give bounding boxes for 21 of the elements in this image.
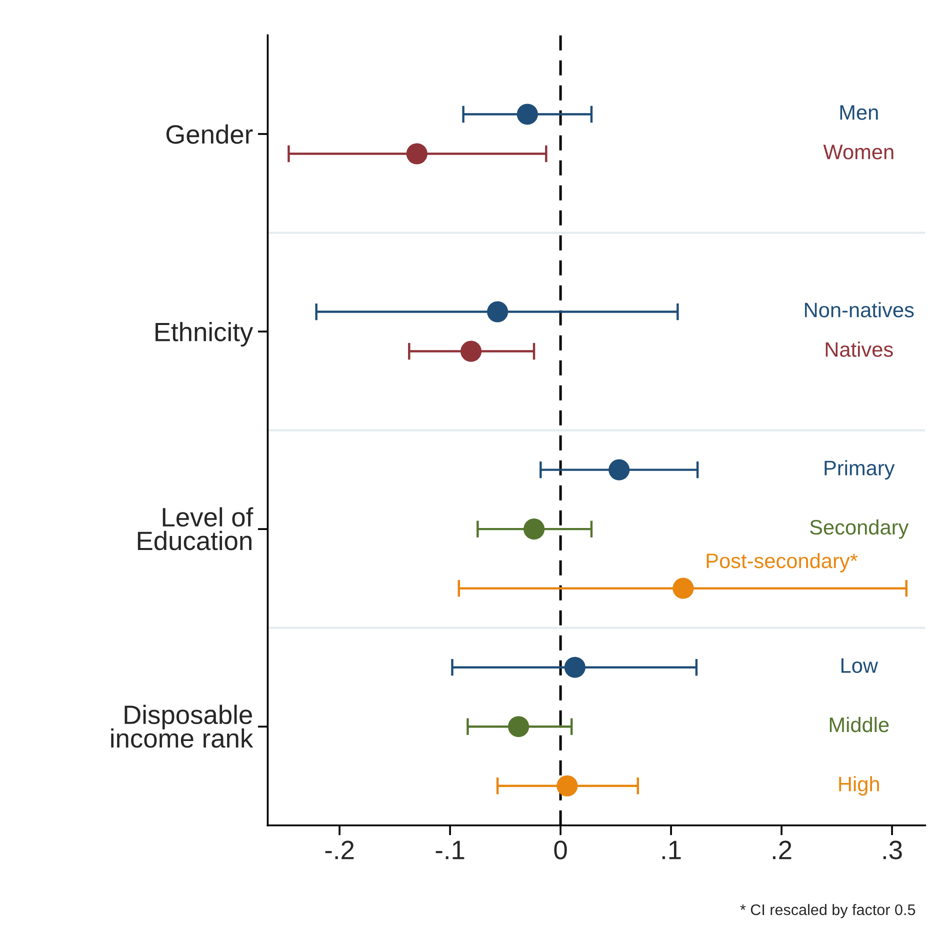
text: Women	[823, 144, 894, 160]
text: Primary	[824, 460, 895, 480]
x-tick-label: -.2	[325, 840, 354, 860]
text: Natives	[826, 342, 893, 357]
y-tick-label: Level of Education	[138, 507, 254, 550]
y-tick-label: Gender	[166, 124, 253, 144]
text: High	[839, 776, 879, 796]
x-tick-label: .1	[662, 840, 681, 860]
x-tick-label: .2	[772, 840, 792, 860]
text: * CI rescaled by factor 0.5	[740, 904, 916, 918]
text: Secondary	[810, 519, 909, 539]
y-tick-label: Disposable income rank	[111, 704, 254, 748]
x-tick-label: -.1	[436, 840, 464, 860]
x-tick-label: 0	[554, 840, 567, 860]
text: Men	[840, 105, 878, 120]
y-tick-label: Ethnicity	[156, 322, 254, 347]
text: Non-natives	[805, 302, 914, 318]
text: Low	[841, 658, 878, 673]
x-tick-label: .3	[883, 840, 902, 860]
series-label: Post-secondary*	[706, 552, 858, 572]
text: Middle	[830, 716, 889, 732]
